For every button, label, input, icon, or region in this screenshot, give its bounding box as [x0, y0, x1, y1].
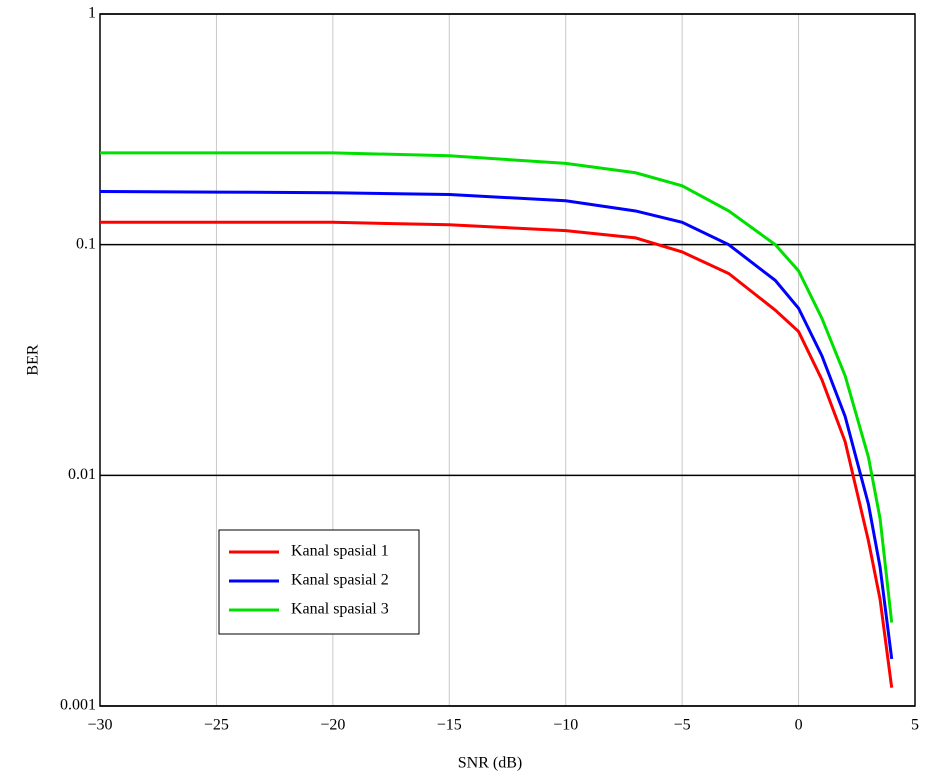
legend-label: Kanal spasial 3: [291, 601, 389, 618]
legend-label: Kanal spasial 2: [291, 572, 389, 589]
x-tick-label: −5: [674, 717, 691, 734]
series-line: [100, 151, 894, 623]
x-tick-label: −15: [437, 717, 462, 734]
series-line: [100, 220, 894, 688]
legend-label: Kanal spasial 1: [291, 543, 389, 560]
y-tick-label: 1: [88, 5, 96, 22]
x-tick-label: 0: [795, 717, 803, 734]
x-axis-label: SNR (dB): [458, 755, 522, 772]
x-tick-label: −30: [87, 717, 112, 734]
plot-frame: [99, 13, 916, 707]
series-line: [99, 190, 894, 660]
y-tick-label: 0.01: [68, 466, 96, 483]
x-tick-label: 5: [911, 717, 919, 734]
x-tick-label: −25: [204, 717, 229, 734]
y-tick-label: 0.001: [60, 697, 96, 714]
x-tick-label: −20: [320, 717, 345, 734]
y-tick-label: 0.1: [76, 235, 96, 252]
x-tick-label: −10: [553, 717, 578, 734]
y-axis-label: BER: [25, 344, 42, 375]
